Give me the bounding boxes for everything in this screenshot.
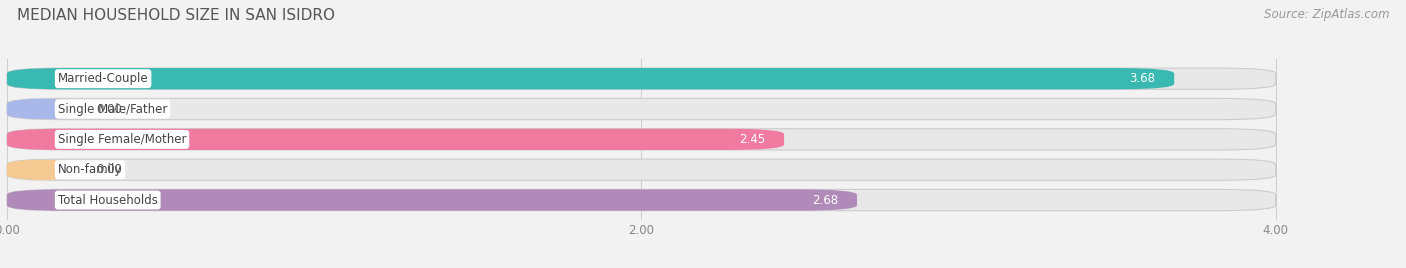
Text: 0.00: 0.00	[96, 163, 122, 176]
FancyBboxPatch shape	[7, 129, 785, 150]
Text: 3.68: 3.68	[1129, 72, 1156, 85]
FancyBboxPatch shape	[7, 98, 1275, 120]
FancyBboxPatch shape	[7, 98, 77, 120]
FancyBboxPatch shape	[7, 129, 1275, 150]
FancyBboxPatch shape	[7, 159, 1275, 180]
Text: 2.68: 2.68	[811, 193, 838, 207]
Text: Total Households: Total Households	[58, 193, 157, 207]
Text: 2.45: 2.45	[740, 133, 765, 146]
Text: Single Female/Mother: Single Female/Mother	[58, 133, 186, 146]
Text: MEDIAN HOUSEHOLD SIZE IN SAN ISIDRO: MEDIAN HOUSEHOLD SIZE IN SAN ISIDRO	[17, 8, 335, 23]
FancyBboxPatch shape	[7, 68, 1174, 89]
Text: Married-Couple: Married-Couple	[58, 72, 149, 85]
Text: 0.00: 0.00	[96, 103, 122, 116]
FancyBboxPatch shape	[7, 159, 77, 180]
FancyBboxPatch shape	[7, 189, 858, 211]
Text: Single Male/Father: Single Male/Father	[58, 103, 167, 116]
FancyBboxPatch shape	[7, 68, 1275, 89]
FancyBboxPatch shape	[7, 189, 1275, 211]
Text: Non-family: Non-family	[58, 163, 122, 176]
Text: Source: ZipAtlas.com: Source: ZipAtlas.com	[1264, 8, 1389, 21]
